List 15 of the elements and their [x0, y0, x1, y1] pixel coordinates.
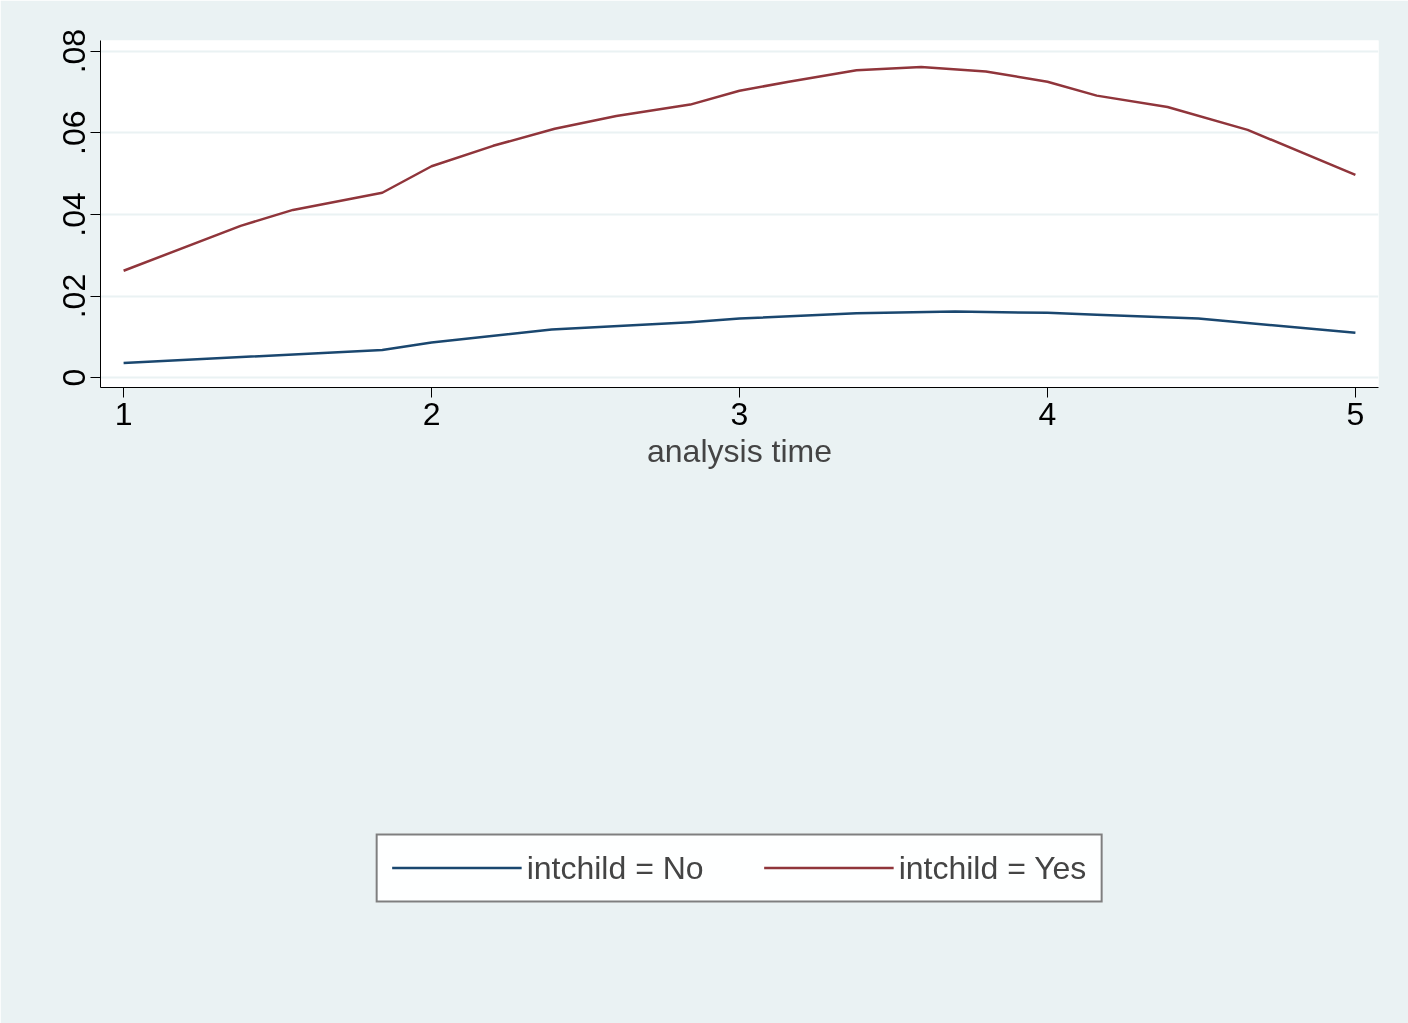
- y-tick-label: .08: [56, 28, 93, 74]
- legend-label: intchild = Yes: [898, 849, 1087, 887]
- x-tick-label: 1: [114, 395, 133, 432]
- y-tick-label: .06: [56, 110, 93, 155]
- x-tick-label: 3: [730, 395, 749, 432]
- x-axis-title: analysis time: [647, 432, 832, 469]
- x-tick-label: 2: [422, 395, 441, 432]
- x-tick-label: 5: [1346, 395, 1365, 432]
- y-tick-label: .02: [56, 273, 93, 319]
- line-series: [122, 65, 1357, 272]
- y-tick-label: 0: [56, 368, 93, 387]
- legend-label: intchild = No: [526, 849, 704, 887]
- x-tick-label: 4: [1038, 395, 1057, 432]
- line-series: [122, 310, 1357, 365]
- y-tick-label: .04: [56, 192, 93, 237]
